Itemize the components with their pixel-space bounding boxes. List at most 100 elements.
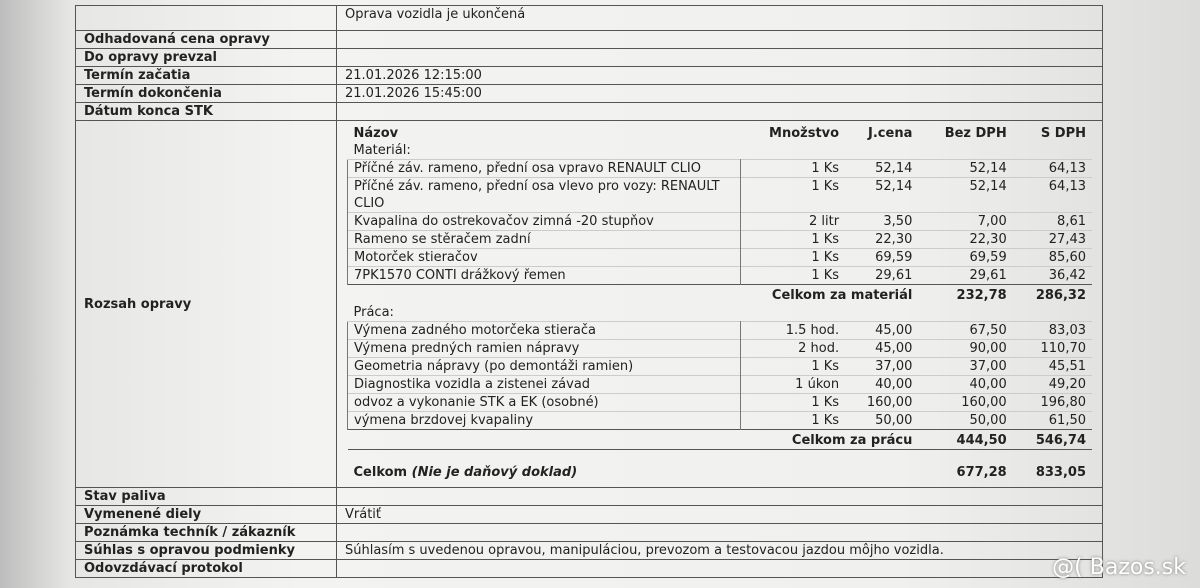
total-label: Celkom za prácu <box>347 429 919 450</box>
item-cell: 1 Ks <box>740 177 846 213</box>
item-cell: 45,00 <box>845 339 919 358</box>
section-heading: Práca: <box>348 304 1093 322</box>
item-cell: 29,61 <box>918 266 1013 285</box>
item-cell: 61,50 <box>1012 411 1092 430</box>
total-gross: 286,32 <box>1012 284 1092 304</box>
item-cell: 52,14 <box>918 159 1013 178</box>
item-cell: 49,20 <box>1012 375 1092 394</box>
item-cell: 45,51 <box>1012 357 1092 376</box>
item-row: Výmena zadného motorčeka stierača 1.5 hod… <box>347 321 1092 340</box>
item-cell: 1 Ks <box>740 248 846 267</box>
grand-total-label: Celkom <box>353 465 408 480</box>
form-row: Odovzdávací protokol <box>75 559 1103 578</box>
item-cell: 160,00 <box>918 393 1013 412</box>
form-table: Oprava vozidla je ukončená Odhadovaná cen… <box>75 5 1103 578</box>
item-row: Výmena predných ramien nápravy 2 hod. 45,0… <box>347 339 1092 358</box>
item-cell: 196,80 <box>1012 393 1092 412</box>
item-cell: 2 litr <box>740 212 846 231</box>
scope-cell: Názov Množstvo J.cena Bez DPH S DPH Materiál:… <box>336 120 1103 488</box>
watermark: @( Bazos.sk <box>1052 555 1186 580</box>
grand-net: 677,28 <box>918 449 1013 481</box>
item-row: 7PK1570 CONTI drážkový řemen 1 Ks 29,61 29,… <box>347 266 1092 285</box>
row-label: Odovzdávací protokol <box>75 559 337 578</box>
item-row: odvoz a vykonanie STK a EK (osobné) 1 Ks 1… <box>347 393 1092 412</box>
item-cell: 160,00 <box>845 393 919 412</box>
form-row: Do opravy prevzal <box>75 48 1103 67</box>
item-cell: 1 Ks <box>740 393 846 412</box>
item-cell: 85,60 <box>1012 248 1092 267</box>
item-cell: 52,14 <box>918 177 1013 213</box>
item-cell: 1 Ks <box>740 411 846 430</box>
items-header: Názov Množstvo J.cena Bez DPH S DPH <box>348 125 1093 142</box>
grand-label: Celkom (Nie je daňový doklad) <box>347 449 919 481</box>
row-value <box>336 487 1103 506</box>
item-row: Diagnostika vozidla a zistenei závad 1 úk… <box>347 375 1092 394</box>
total-gross: 546,74 <box>1012 429 1092 450</box>
row-value <box>336 559 1103 578</box>
section-title: Materiál: <box>353 143 411 158</box>
form-row: Oprava vozidla je ukončená <box>75 5 1103 31</box>
row-label: Stav paliva <box>75 487 337 506</box>
column-header: S DPH <box>1040 126 1086 141</box>
item-cell: 1.5 hod. <box>740 321 846 340</box>
section-title: Práca: <box>353 305 394 320</box>
row-value: 21.01.2026 15:45:00 <box>336 84 1103 103</box>
row-value: Vrátiť <box>336 505 1103 524</box>
row-label: Do opravy prevzal <box>75 48 337 67</box>
form-body: Oprava vozidla je ukončená Odhadovaná cen… <box>75 5 1103 578</box>
row-value: 21.01.2026 12:15:00 <box>336 66 1103 85</box>
item-cell: 69,59 <box>918 248 1013 267</box>
form-row: Termín začatia 21.01.2026 12:15:00 <box>75 66 1103 85</box>
row-label: Súhlas s opravou podmienky <box>75 541 337 560</box>
row-label: Rozsah opravy <box>75 120 337 488</box>
item-cell: 3,50 <box>845 212 919 231</box>
column-header: Bez DPH <box>944 126 1007 141</box>
form-row: Dátum konca STK <box>75 102 1103 121</box>
row-label: Odhadovaná cena opravy <box>75 30 337 49</box>
row-value <box>336 102 1103 121</box>
item-name: Motorček stieračov <box>347 248 741 267</box>
item-row: Motorček stieračov 1 Ks 69,59 69,59 85,60 <box>347 248 1092 267</box>
item-cell: 52,14 <box>845 159 919 178</box>
item-cell: 50,00 <box>918 411 1013 430</box>
row-label: Termín dokončenia <box>75 84 337 103</box>
scope-row: Rozsah opravy Názov Množstvo J.cena Bez DPH S… <box>75 120 1103 488</box>
item-cell: 37,00 <box>918 357 1013 376</box>
item-name: Výmena predných ramien nápravy <box>347 339 741 358</box>
item-cell: 22,30 <box>918 230 1013 249</box>
item-name: Výmena zadného motorčeka stierača <box>347 321 741 340</box>
item-cell: 36,42 <box>1012 266 1092 285</box>
total-net: 232,78 <box>918 284 1013 304</box>
section-total: Celkom za materiál 232,78 286,32 <box>347 284 1092 304</box>
item-cell: 40,00 <box>918 375 1013 394</box>
item-name: Diagnostika vozidla a zistenei závad <box>347 375 741 394</box>
total-label: Celkom za materiál <box>347 284 919 304</box>
row-value: Súhlasím s uvedenou opravou, manipulácio… <box>336 541 1103 560</box>
item-cell: 69,59 <box>845 248 919 267</box>
item-cell: 1 Ks <box>740 230 846 249</box>
grand-total-note: (Nie je daňový doklad) <box>411 465 578 480</box>
row-value <box>336 48 1103 67</box>
item-cell: 64,13 <box>1012 177 1092 213</box>
item-row: Geometria nápravy (po demontáži ramien) 1… <box>347 357 1092 376</box>
item-cell: 7,00 <box>918 212 1013 231</box>
row-value <box>336 523 1103 542</box>
column-header: Množstvo <box>769 126 840 141</box>
item-name: Příčné záv. rameno, přední osa vlevo pro… <box>347 177 741 213</box>
item-cell: 1 Ks <box>740 159 846 178</box>
item-cell: 1 Ks <box>740 357 846 376</box>
row-value <box>336 30 1103 49</box>
item-row: Kvapalina do ostrekovačov zimná -20 stup… <box>347 212 1092 231</box>
row-label <box>75 5 337 31</box>
total-net: 444,50 <box>918 429 1013 450</box>
item-cell: 40,00 <box>845 375 919 394</box>
row-label: Poznámka techník / zákazník <box>75 523 337 542</box>
item-name: výmena brzdovej kvapaliny <box>347 411 741 430</box>
form-row: Poznámka techník / zákazník <box>75 523 1103 542</box>
item-cell: 1 Ks <box>740 266 846 285</box>
item-cell: 110,70 <box>1012 339 1092 358</box>
item-row: Příčné záv. rameno, přední osa vlevo pro… <box>347 177 1092 213</box>
item-row: Příčné záv. rameno, přední osa vpravo RE… <box>347 159 1092 178</box>
item-name: 7PK1570 CONTI drážkový řemen <box>347 266 741 285</box>
